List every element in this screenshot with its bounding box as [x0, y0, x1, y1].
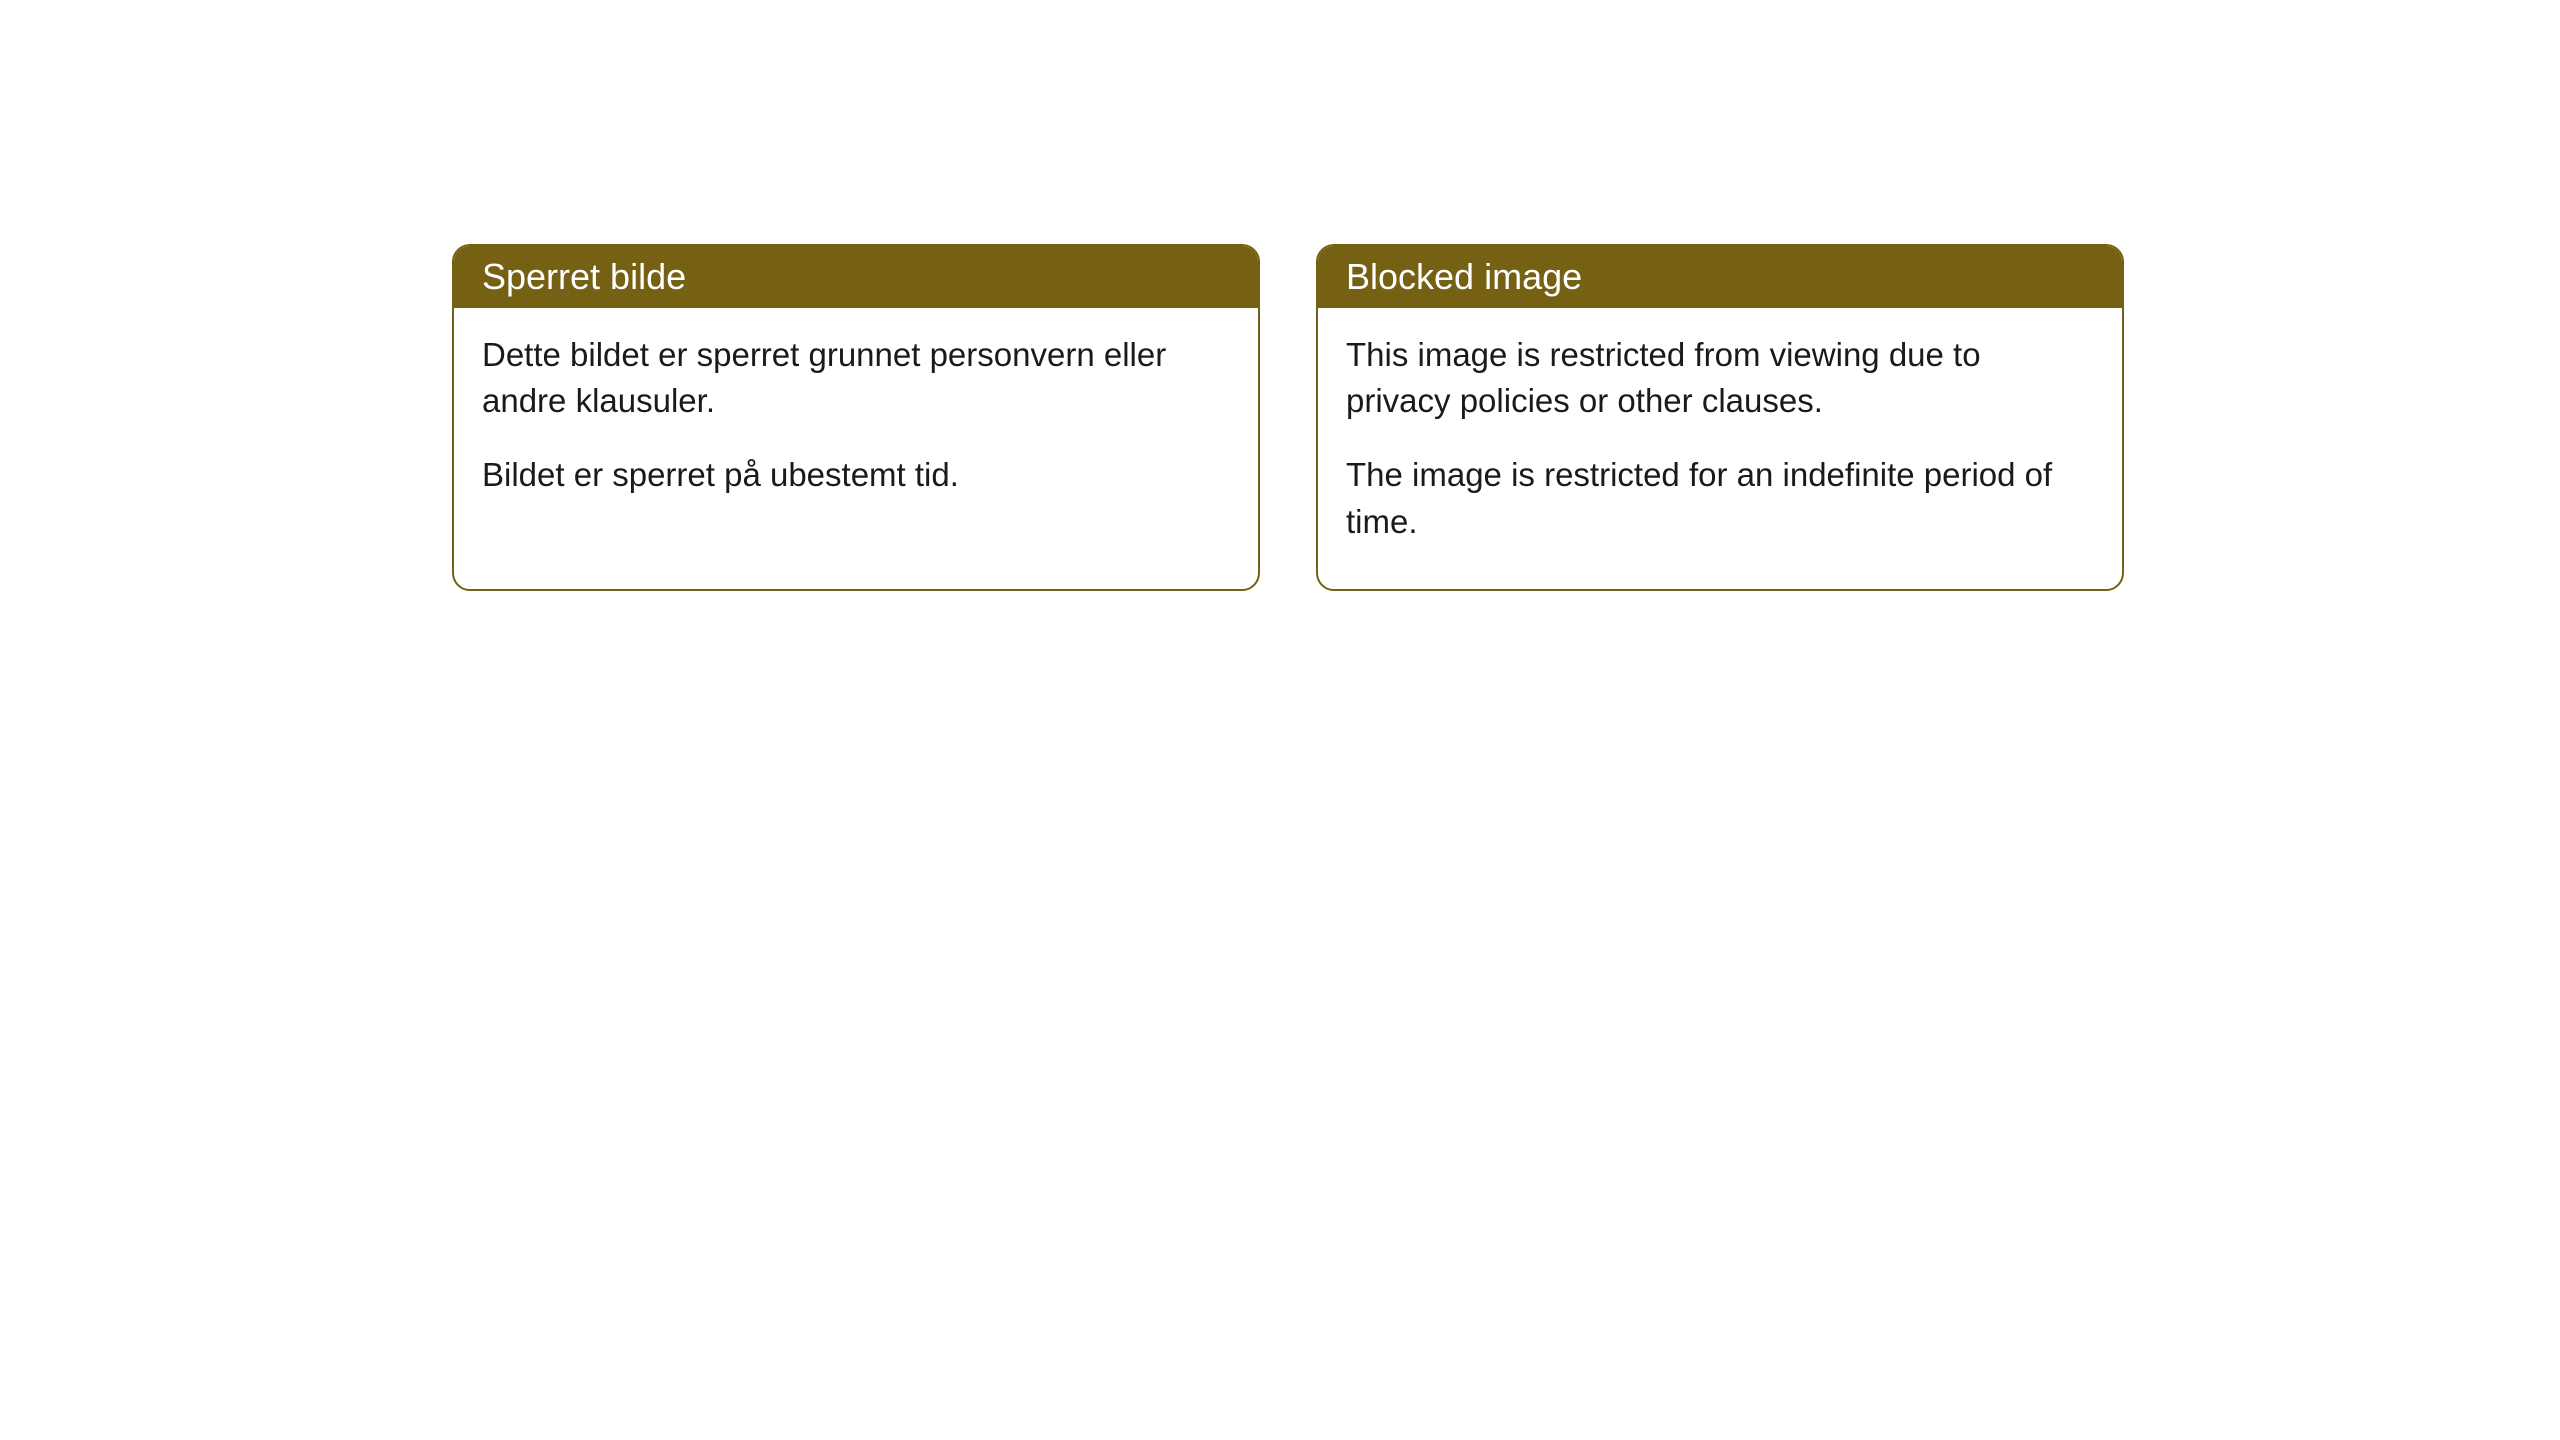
card-body-english: This image is restricted from viewing du… [1318, 308, 2122, 589]
notice-card-norwegian: Sperret bilde Dette bildet er sperret gr… [452, 244, 1260, 591]
card-paragraph: Bildet er sperret på ubestemt tid. [482, 452, 1230, 498]
card-paragraph: This image is restricted from viewing du… [1346, 332, 2094, 424]
card-paragraph: Dette bildet er sperret grunnet personve… [482, 332, 1230, 424]
notice-card-english: Blocked image This image is restricted f… [1316, 244, 2124, 591]
card-title: Blocked image [1346, 256, 1582, 297]
card-paragraph: The image is restricted for an indefinit… [1346, 452, 2094, 544]
card-header-english: Blocked image [1318, 246, 2122, 308]
card-body-norwegian: Dette bildet er sperret grunnet personve… [454, 308, 1258, 543]
card-title: Sperret bilde [482, 256, 686, 297]
notice-cards-container: Sperret bilde Dette bildet er sperret gr… [452, 244, 2124, 591]
card-header-norwegian: Sperret bilde [454, 246, 1258, 308]
